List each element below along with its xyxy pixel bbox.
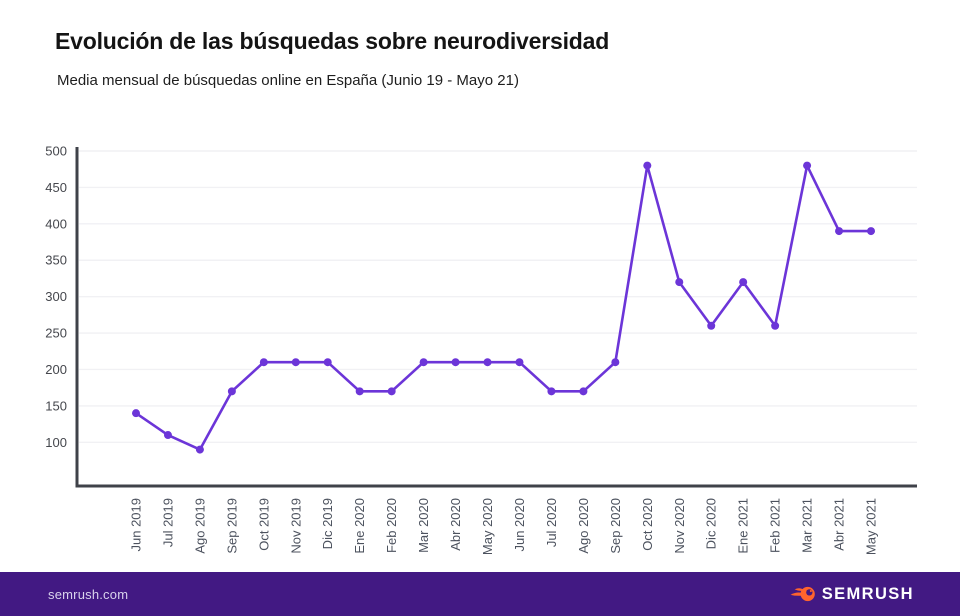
data-point [355, 387, 364, 396]
y-tick-label: 150 [45, 398, 67, 413]
data-point [835, 227, 844, 236]
x-tick-label: Abr 2021 [832, 498, 847, 551]
data-point [867, 227, 875, 236]
x-tick-label: Ene 2021 [736, 498, 751, 554]
x-tick-label: Jul 2019 [160, 498, 175, 547]
x-tick-label: Nov 2020 [672, 498, 687, 554]
x-tick-label: Mar 2020 [416, 498, 431, 553]
searches-line-chart: 100 150 200 250 300 350 400 450 500 Jun 2019 Jul 2… [45, 144, 917, 555]
y-tick-label: 450 [45, 180, 67, 195]
x-tick-label: Ago 2020 [576, 498, 591, 554]
data-point [227, 387, 236, 396]
y-tick-label: 300 [45, 289, 67, 304]
x-tick-label: Abr 2020 [448, 498, 463, 551]
y-tick-label: 400 [45, 216, 67, 231]
data-point [323, 358, 332, 367]
x-tick-label: May 2021 [864, 498, 879, 555]
x-tick-label: Sep 2019 [224, 498, 239, 554]
x-tick-label: Mar 2021 [800, 498, 815, 553]
y-tick-label: 200 [45, 362, 67, 377]
data-point [675, 278, 684, 287]
y-tick-label: 100 [45, 435, 67, 450]
data-point [291, 358, 300, 367]
data-point [643, 161, 652, 170]
x-tick-label: Sep 2020 [608, 498, 623, 554]
semrush-flame-icon [790, 586, 815, 602]
data-point [163, 431, 172, 440]
x-tick-label: Ago 2019 [192, 498, 207, 554]
line-chart-area: 100 150 200 250 300 350 400 450 500 Jun 2019 Jul 2… [0, 130, 960, 572]
footer-bar: semrush.com SEMRUSH [0, 572, 960, 616]
data-point [195, 445, 204, 454]
data-point [579, 387, 588, 396]
y-tick-label: 250 [45, 326, 67, 341]
x-tick-label: Oct 2020 [640, 498, 655, 551]
x-tick-label: Jun 2019 [129, 498, 144, 552]
data-point [707, 321, 716, 330]
x-tick-label: Dic 2019 [320, 498, 335, 549]
x-tick-label: Oct 2019 [256, 498, 271, 551]
x-tick-label: May 2020 [480, 498, 495, 555]
data-line [134, 164, 873, 451]
y-tick-label: 500 [45, 144, 67, 159]
page-title: Evolución de las búsquedas sobre neurodi… [55, 28, 610, 54]
x-tick-label: Jul 2020 [544, 498, 559, 547]
data-point [771, 321, 780, 330]
x-tick-label: Dic 2020 [704, 498, 719, 549]
footer-website: semrush.com [48, 586, 129, 602]
data-point [483, 358, 492, 367]
x-tick-label: Feb 2021 [768, 498, 783, 553]
data-point [803, 161, 812, 170]
data-point [387, 387, 396, 396]
x-tick-label: Nov 2019 [288, 498, 303, 554]
data-point [419, 358, 428, 367]
data-point [547, 387, 556, 396]
semrush-logo: SEMRUSH [790, 585, 914, 604]
x-tick-label: Ene 2020 [352, 498, 367, 554]
x-tick-label: Jun 2020 [512, 498, 527, 552]
data-point [451, 358, 460, 367]
page-subtitle: Media mensual de búsquedas online en Esp… [57, 72, 519, 89]
data-point [515, 358, 524, 367]
data-point [259, 358, 268, 367]
data-point [132, 409, 140, 418]
y-tick-label: 350 [45, 253, 67, 268]
data-point [611, 358, 620, 367]
semrush-logo-text: SEMRUSH [821, 584, 914, 603]
data-point [739, 278, 748, 287]
x-tick-label: Feb 2020 [384, 498, 399, 553]
